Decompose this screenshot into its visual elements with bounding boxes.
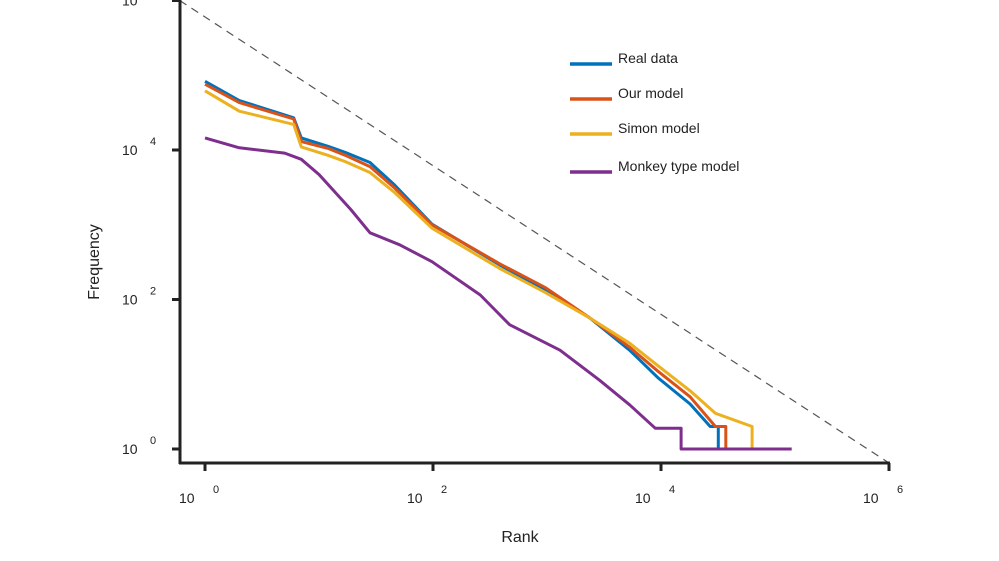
- reference-dashed-line: [179, 0, 890, 464]
- legend-label: Simon model: [618, 120, 700, 136]
- series-line-simon-model: [204, 89, 754, 449]
- x-tick-label: 10: [863, 490, 879, 506]
- reference-line: [179, 0, 890, 464]
- series-group: [204, 79, 792, 451]
- y-tick-label: 10: [122, 0, 138, 9]
- x-tick-exponent: 0: [213, 484, 219, 496]
- x-tick-exponent: 6: [897, 484, 903, 496]
- y-axis-label: Frequency: [86, 224, 103, 300]
- y-tick-label: 10: [122, 441, 138, 457]
- series-line-real-data: [204, 79, 720, 449]
- legend-label: Monkey type model: [618, 158, 739, 174]
- x-tick-label: 10: [407, 490, 423, 506]
- legend: Real data Our model Simon model Monkey type…: [570, 50, 739, 174]
- legend-label: Real data: [618, 50, 678, 66]
- y-tick-label: 10: [122, 142, 138, 158]
- y-tick-exponent: 0: [150, 435, 156, 447]
- legend-label: Our model: [618, 85, 683, 101]
- x-tick-exponent: 2: [441, 484, 447, 496]
- x-tick-exponent: 4: [669, 484, 675, 496]
- x-tick-label: 10: [635, 490, 651, 506]
- series-line-monkey-type-model: [204, 136, 792, 451]
- x-axis-label: Rank: [501, 529, 539, 546]
- x-tick-label: 10: [179, 490, 195, 506]
- ticks-group: 100102104106100102104106: [122, 0, 903, 506]
- y-tick-exponent: 4: [150, 136, 156, 148]
- y-tick-exponent: 2: [150, 286, 156, 298]
- y-tick-label: 10: [122, 292, 138, 308]
- series-line-our-model: [204, 82, 728, 449]
